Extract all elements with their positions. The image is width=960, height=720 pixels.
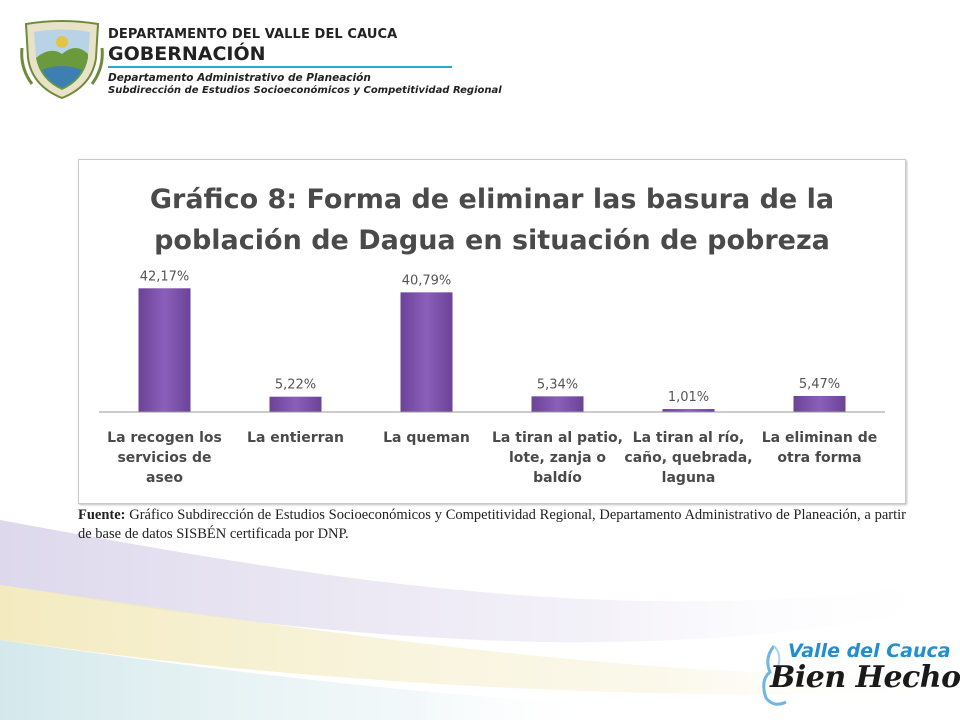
category-label-5-line-2: caño, quebrada,: [624, 450, 752, 466]
category-label-4-line-1: La tiran al patio,: [492, 430, 623, 446]
chart-title-line-2: población de Dagua en situación de pobre…: [154, 225, 830, 256]
page-header: DEPARTAMENTO DEL VALLE DEL CAUCA GOBERNA…: [0, 0, 960, 110]
data-label-2: 5,22%: [275, 378, 316, 393]
bar-chart: Gráfico 8: Forma de eliminar las basura …: [99, 184, 885, 486]
department-name: DEPARTAMENTO DEL VALLE DEL CAUCA: [108, 27, 398, 42]
data-label-4: 5,34%: [537, 377, 578, 392]
category-label-1-line-3: aseo: [146, 470, 183, 486]
category-label-3-line-1: La queman: [383, 430, 470, 446]
category-label-4-line-3: baldío: [533, 470, 582, 486]
category-label-6-line-1: La eliminan de: [762, 430, 878, 446]
chart-source: Fuente: Gráfico Subdirección de Estudios…: [78, 506, 906, 544]
chart-title-line-1: Gráfico 8: Forma de eliminar las basura …: [150, 184, 834, 215]
suboffice-name: Subdirección de Estudios Socioeconómicos…: [108, 85, 502, 96]
dove-icon: [762, 645, 787, 706]
category-label-1-line-2: servicios de: [117, 450, 211, 466]
bar-6: [793, 395, 846, 412]
brand-line-2: Bien Hecho!: [770, 660, 960, 695]
category-label-4-line-2: lote, zanja o: [509, 450, 606, 466]
chart-container: Gráfico 8: Forma de eliminar las basura …: [78, 159, 906, 504]
source-text: Gráfico Subdirección de Estudios Socioec…: [78, 507, 906, 542]
office-name: Departamento Administrativo de Planeació…: [108, 72, 371, 84]
category-label-6-line-2: otra forma: [777, 450, 861, 466]
data-label-1: 42,17%: [140, 269, 190, 284]
bar-5: [662, 409, 715, 412]
brand-line-1: Valle del Cauca: [788, 640, 951, 662]
bar-4: [531, 396, 584, 412]
data-label-3: 40,79%: [402, 273, 452, 288]
category-label-5-line-1: La tiran al río,: [633, 430, 745, 446]
header-divider: [108, 66, 452, 68]
data-label-5: 1,01%: [668, 390, 709, 405]
data-label-6: 5,47%: [799, 377, 840, 392]
source-label: Fuente:: [78, 507, 126, 523]
bar-3: [400, 292, 453, 412]
bar-series: 42,17% La recogen los servicios de aseo 5,22…: [107, 269, 877, 486]
bar-1: [138, 288, 191, 412]
coat-of-arms-icon: [20, 20, 104, 100]
bar-2: [269, 396, 322, 412]
category-label-1-line-1: La recogen los: [107, 430, 222, 446]
government-name: GOBERNACIÓN: [108, 43, 266, 65]
brand-logo: Valle del Cauca Bien Hecho!: [756, 636, 960, 712]
category-label-2-line-1: La entierran: [247, 430, 344, 446]
category-label-5-line-3: laguna: [662, 470, 716, 486]
